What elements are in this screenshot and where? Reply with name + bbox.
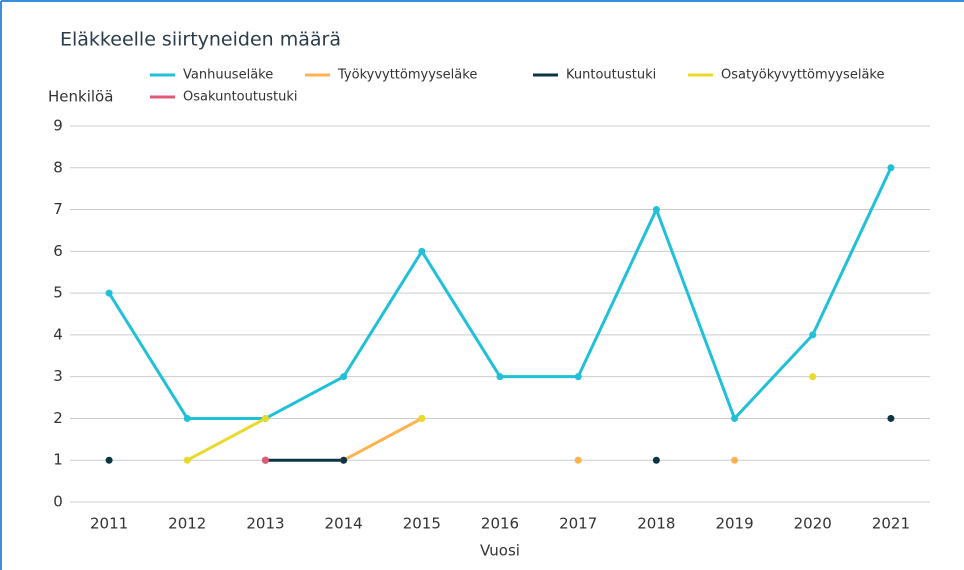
data-point bbox=[652, 206, 660, 214]
x-tick-label: 2018 bbox=[637, 515, 675, 533]
data-point bbox=[887, 414, 895, 422]
y-tick-label: 3 bbox=[53, 367, 63, 385]
data-point bbox=[261, 414, 269, 422]
data-point bbox=[809, 373, 817, 381]
x-tick-label: 2020 bbox=[794, 515, 832, 533]
data-point bbox=[652, 456, 660, 464]
data-point bbox=[731, 414, 739, 422]
data-point bbox=[418, 414, 426, 422]
data-point bbox=[731, 456, 739, 464]
data-point bbox=[105, 456, 113, 464]
legend-label: Vanhuuseläke bbox=[183, 68, 273, 83]
y-tick-label: 5 bbox=[53, 284, 63, 302]
data-point bbox=[183, 456, 191, 464]
x-tick-label: 2013 bbox=[246, 515, 284, 533]
y-tick-label: 2 bbox=[53, 409, 63, 427]
x-tick-label: 2011 bbox=[90, 515, 128, 533]
legend-label: Osakuntoutustuki bbox=[183, 90, 297, 105]
y-tick-label: 9 bbox=[53, 117, 63, 135]
data-point bbox=[574, 373, 582, 381]
x-tick-label: 2017 bbox=[559, 515, 597, 533]
x-tick-label: 2012 bbox=[168, 515, 206, 533]
y-axis-label: Henkilöä bbox=[48, 88, 113, 106]
x-axis-label: Vuosi bbox=[480, 542, 520, 560]
x-tick-label: 2021 bbox=[872, 515, 910, 533]
data-point bbox=[340, 456, 348, 464]
data-point bbox=[418, 247, 426, 255]
y-tick-label: 1 bbox=[53, 451, 63, 469]
data-point bbox=[340, 373, 348, 381]
y-tick-label: 6 bbox=[53, 242, 63, 260]
x-tick-label: 2019 bbox=[715, 515, 753, 533]
legend-label: Kuntoutustuki bbox=[566, 68, 656, 83]
y-tick-label: 7 bbox=[53, 200, 63, 218]
y-tick-label: 0 bbox=[53, 493, 63, 511]
legend-label: Työkyvyttömyyseläke bbox=[337, 68, 477, 83]
data-point bbox=[574, 456, 582, 464]
y-tick-label: 8 bbox=[53, 158, 63, 176]
y-tick-label: 4 bbox=[53, 325, 63, 343]
legend-label: Osatyökyvyttömyyseläke bbox=[721, 68, 884, 83]
x-tick-label: 2016 bbox=[481, 515, 519, 533]
x-tick-label: 2014 bbox=[325, 515, 363, 533]
data-point bbox=[809, 331, 817, 339]
data-point bbox=[887, 164, 895, 172]
data-point bbox=[261, 456, 269, 464]
x-tick-label: 2015 bbox=[403, 515, 441, 533]
data-point bbox=[183, 414, 191, 422]
data-point bbox=[496, 373, 504, 381]
data-point bbox=[105, 289, 113, 297]
chart-title: Eläkkeelle siirtyneiden määrä bbox=[60, 29, 341, 51]
